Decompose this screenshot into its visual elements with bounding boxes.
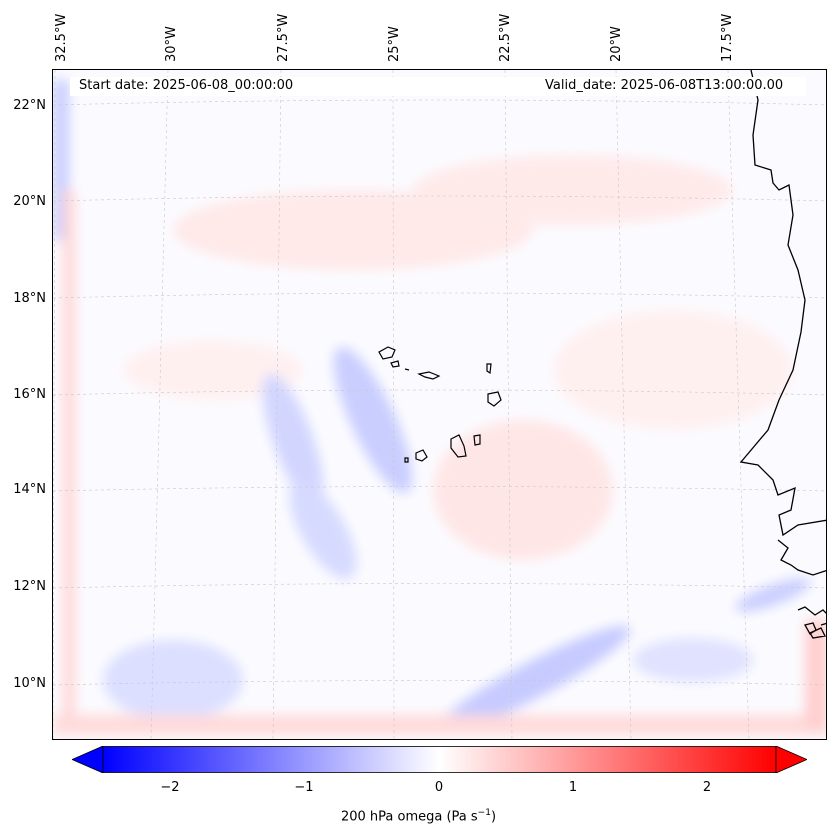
red-edge-band-south (53, 715, 826, 735)
map-panel (52, 69, 827, 740)
lat-label-10n: 10°N (13, 676, 46, 691)
lon-label-17-5w: 17.5°W (720, 13, 735, 62)
omega-contour-field (53, 80, 826, 735)
colorbar-label-text: 200 hPa omega (Pa s (340, 809, 478, 825)
blue-streak (262, 373, 324, 507)
lat-label-16n: 16°N (13, 387, 46, 402)
coast-mauritania-senegal (739, 70, 826, 537)
colorbar-tick-label: 1 (568, 780, 578, 795)
omega-field-map (53, 70, 826, 739)
pink-patch (123, 340, 303, 400)
pink-patch (553, 310, 793, 430)
island-santa-luzia (404, 368, 410, 371)
lat-label-14n: 14°N (13, 482, 46, 497)
colorbar-gradient (102, 746, 777, 773)
blue-streak (333, 346, 413, 494)
island-sao-vicente (390, 360, 400, 368)
island-sal (486, 363, 492, 375)
lon-label-32-5w: 32.5°W (54, 13, 69, 62)
blue-streak (633, 638, 753, 682)
red-edge-band-west (63, 190, 75, 730)
colorbar-max-extend (775, 746, 807, 773)
colorbar-label: 200 hPa omega (Pa s−1) (0, 808, 837, 824)
blue-streak (103, 640, 243, 720)
island-maio (473, 434, 481, 446)
african-coastline (739, 70, 826, 639)
blue-streak (735, 578, 811, 612)
island-boa-vista (487, 391, 502, 407)
pink-patch (413, 155, 733, 225)
coast-guinea-bissau (797, 606, 826, 616)
colorbar-min-extend (72, 746, 104, 773)
colorbar-label-exponent: −1 (477, 808, 491, 818)
lon-label-22-5w: 22.5°W (498, 13, 513, 62)
start-date-label: Start date: 2025-06-08_00:00:00 (79, 78, 294, 93)
coast-gambia (777, 539, 826, 576)
island-fogo (415, 449, 428, 462)
lon-label-27-5w: 27.5°W (276, 13, 291, 62)
lat-label-22n: 22°N (13, 98, 46, 113)
lat-label-20n: 20°N (13, 194, 46, 209)
blue-streak (289, 481, 357, 579)
lon-label-30w: 30°W (164, 26, 179, 62)
valid-date-label: Valid_date: 2025-06-08T13:00:00.00 (545, 78, 784, 93)
blue-streak (435, 625, 631, 735)
island-brava (404, 457, 409, 463)
colorbar-tick-label: 0 (434, 780, 444, 795)
colorbar-tick-label: −2 (160, 780, 180, 795)
cape-verde-islands (378, 346, 502, 463)
lat-label-18n: 18°N (13, 291, 46, 306)
date-header-band (70, 77, 806, 96)
red-edge-band-east (805, 620, 826, 730)
island-santo-antao (378, 346, 396, 360)
lat-label-12n: 12°N (13, 579, 46, 594)
colorbar-label-close: ) (490, 809, 497, 825)
lon-label-25w: 25°W (387, 26, 402, 62)
gridlines (53, 70, 826, 739)
pink-patch (433, 420, 613, 560)
island-santiago (450, 434, 467, 458)
lon-label-20w: 20°W (609, 26, 624, 62)
colorbar-tick-label: 2 (702, 780, 712, 795)
colorbar (72, 746, 807, 773)
bissau-islands-south (809, 627, 826, 639)
island-sao-nicolau (417, 371, 441, 380)
colorbar-tick-label: −1 (294, 780, 314, 795)
